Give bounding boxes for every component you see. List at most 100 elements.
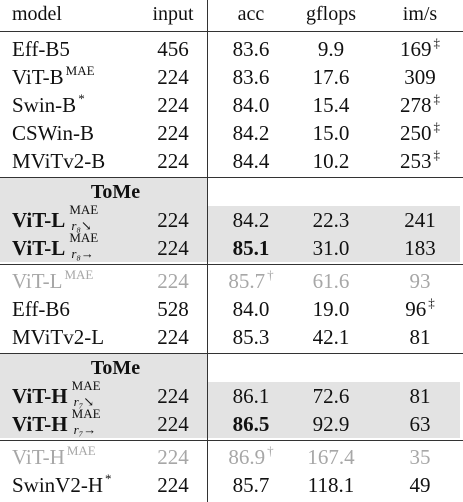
input-res: 224 (157, 445, 189, 469)
accuracy: 85.7 (228, 269, 266, 293)
model-name: ViT-B (12, 65, 64, 89)
input-res: 456 (157, 37, 189, 61)
row-divider (0, 264, 463, 265)
header-input: input (152, 3, 194, 25)
throughput: 81 (409, 325, 431, 349)
gflops: 10.2 (312, 149, 350, 173)
throughput: 183 (404, 236, 436, 260)
double-dagger-mark: ‡ (433, 91, 441, 106)
model-name: Eff-B5 (12, 37, 70, 61)
gflops: 22.3 (312, 208, 350, 232)
accuracy: 85.3 (232, 325, 270, 349)
table-row: Swin-B * 224 84.0 15.4 278 ‡ (0, 91, 463, 119)
throughput: 169 (400, 37, 432, 61)
model-superscript: * (105, 471, 112, 486)
accuracy: 85.7 (232, 473, 270, 497)
input-res: 224 (157, 93, 189, 117)
row-divider (0, 177, 463, 178)
model-superscript: MAE (69, 202, 99, 217)
double-dagger-mark: ‡ (433, 147, 441, 162)
table-row: Eff-B6 528 84.0 19.0 96 ‡ (0, 295, 463, 323)
model-name: Swin-B (12, 93, 77, 117)
table-row-highlighted: ViT-L MAE r₈↘ 224 84.2 22.3 241 (0, 202, 463, 234)
merge-schedule: r₇↘ (73, 394, 95, 409)
gflops: 72.6 (312, 384, 350, 408)
accuracy: 84.0 (232, 297, 270, 321)
model-name: ViT-H (12, 445, 65, 469)
throughput: 93 (409, 269, 431, 293)
throughput: 309 (404, 65, 436, 89)
model-name: CSWin-B (12, 121, 95, 145)
model-name: ViT-L (12, 236, 66, 260)
model-name: ViT-H (12, 412, 68, 436)
input-res: 528 (157, 297, 189, 321)
accuracy: 86.1 (232, 384, 270, 408)
table-row: MViTv2-L 224 85.3 42.1 81 (0, 323, 463, 351)
throughput: 96 (405, 297, 427, 321)
gflops: 61.6 (312, 269, 350, 293)
table-row: ViT-B MAE 224 83.6 17.6 309 (0, 63, 463, 91)
model-superscript: * (78, 91, 85, 106)
throughput: 253 (400, 149, 432, 173)
header-model: model (12, 3, 62, 25)
throughput: 35 (409, 445, 431, 469)
section-label-tome: ToMe (0, 354, 207, 382)
throughput: 250 (400, 121, 432, 145)
table-row: CSWin-B 224 84.2 15.0 250 ‡ (0, 119, 463, 147)
column-divider (207, 0, 208, 502)
model-superscript: MAE (65, 63, 95, 78)
gflops: 42.1 (312, 325, 350, 349)
table-row: MViTv2-B 224 84.4 10.2 253 ‡ (0, 147, 463, 175)
table-row: Eff-B5 456 83.6 9.9 169 ‡ (0, 35, 463, 63)
input-res: 224 (157, 325, 189, 349)
model-name: ViT-L (12, 208, 66, 232)
input-res: 224 (157, 412, 189, 436)
row-divider (0, 353, 463, 354)
model-name: Eff-B6 (12, 297, 70, 321)
double-dagger-mark: ‡ (428, 295, 435, 310)
accuracy: 86.9 (228, 445, 266, 469)
merge-schedule: r₈→ (71, 246, 94, 261)
header-ims: im/s (402, 3, 438, 25)
row-divider (0, 31, 463, 32)
throughput: 241 (404, 208, 436, 232)
input-res: 224 (157, 236, 189, 260)
gflops: 118.1 (307, 473, 355, 497)
model-name: ViT-H (12, 384, 68, 408)
dagger-mark: † (267, 267, 274, 282)
model-superscript: MAE (71, 406, 101, 421)
header-row: model input acc gflops im/s (0, 0, 463, 28)
gflops: 31.0 (312, 236, 350, 260)
gflops: 9.9 (317, 37, 345, 61)
model-name: ViT-L (12, 269, 63, 293)
gflops: 19.0 (312, 297, 350, 321)
model-name: MViTv2-B (12, 149, 106, 173)
accuracy-best: 86.5 (232, 412, 270, 436)
input-res: 224 (157, 121, 189, 145)
double-dagger-mark: ‡ (433, 119, 441, 134)
model-superscript: MAE (64, 267, 94, 282)
table-row-baseline: ViT-L MAE 224 85.7 † 61.6 93 (0, 267, 463, 295)
accuracy: 84.2 (232, 121, 270, 145)
model-superscript: MAE (66, 443, 96, 458)
input-res: 224 (157, 269, 189, 293)
accuracy-best: 85.1 (232, 236, 270, 260)
input-res: 224 (157, 473, 189, 497)
merge-schedule: r₇→ (73, 422, 97, 437)
gflops: 17.6 (312, 65, 350, 89)
model-name: MViTv2-L (12, 325, 105, 349)
throughput: 81 (409, 384, 431, 408)
table-row: SwinV2-H * 224 85.7 118.1 49 (0, 471, 463, 499)
header-acc: acc (237, 3, 265, 25)
gflops: 167.4 (307, 445, 355, 469)
input-res: 224 (157, 208, 189, 232)
table-row-baseline: ViT-H MAE 224 86.9 † 167.4 35 (0, 443, 463, 471)
accuracy: 84.0 (232, 93, 270, 117)
dagger-mark: † (267, 443, 274, 458)
row-divider (0, 440, 463, 441)
accuracy: 84.2 (232, 208, 270, 232)
model-superscript: MAE (71, 378, 101, 393)
double-dagger-mark: ‡ (433, 35, 441, 50)
model-superscript: MAE (69, 230, 99, 245)
